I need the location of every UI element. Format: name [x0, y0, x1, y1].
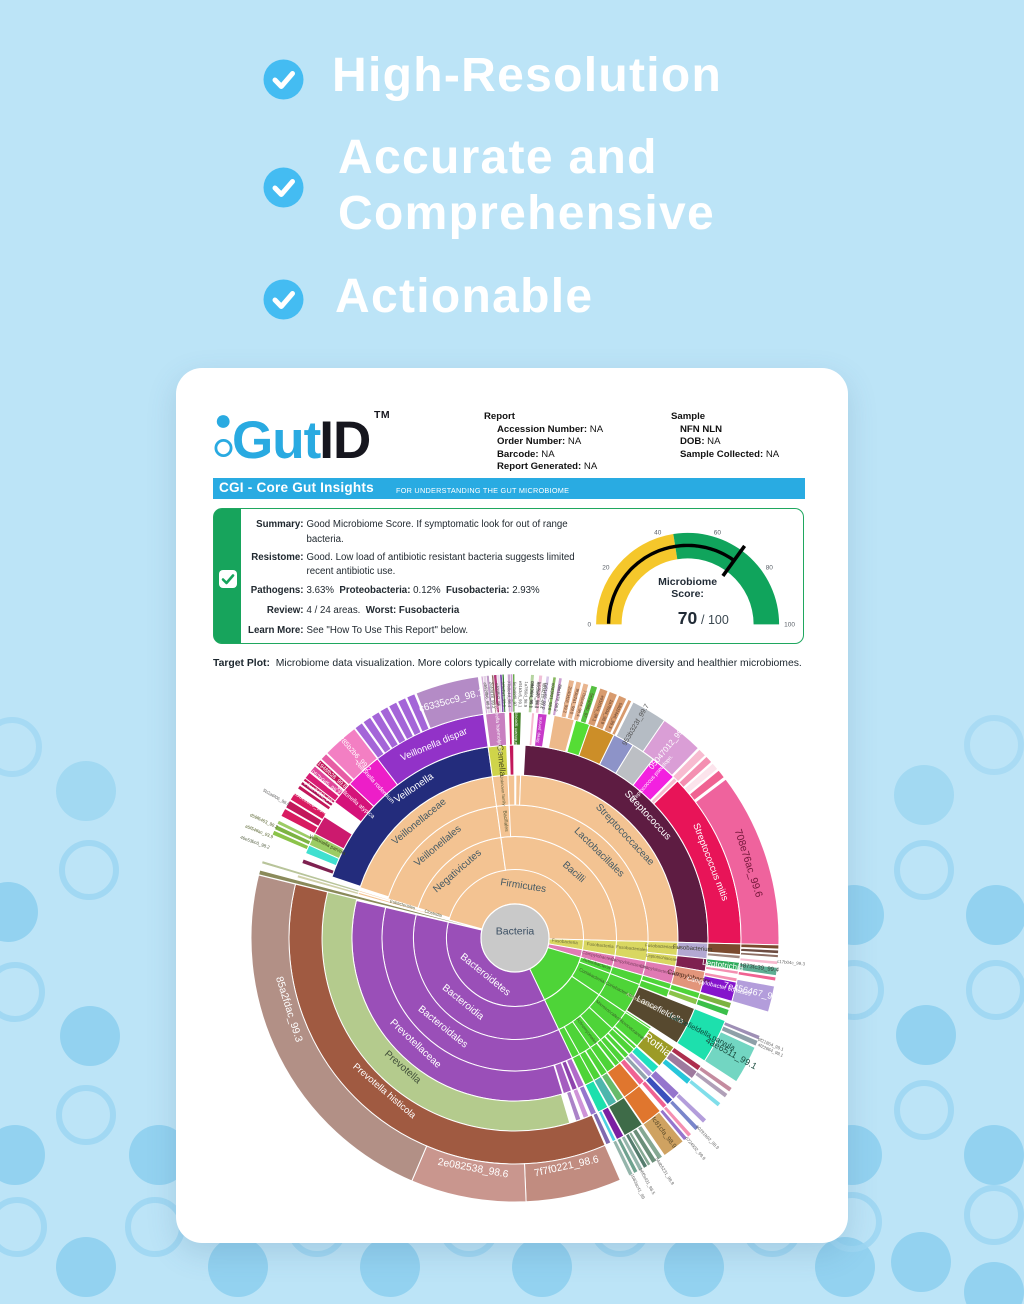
- svg-text:1a7f60d_98.9: 1a7f60d_98.9: [523, 681, 529, 707]
- svg-text:Clostridia: Clostridia: [424, 908, 443, 918]
- svg-text:77b0c4d_98.4: 77b0c4d_98.4: [506, 681, 512, 708]
- svg-text:Bacteria: Bacteria: [496, 926, 535, 938]
- svg-text:0d436f4_99.1: 0d436f4_99.1: [528, 681, 535, 708]
- svg-text:Gemella: Gemella: [495, 744, 508, 777]
- svg-text:5b2a6f06_98.5: 5b2a6f06_98.5: [262, 788, 291, 808]
- svg-text:0724932_99.9: 0724932_99.9: [684, 1136, 707, 1162]
- svg-text:88e1b72_98.2: 88e1b72_98.2: [553, 684, 563, 713]
- svg-text:100: 100: [784, 621, 795, 628]
- svg-text:Gemella haemolysans: Gemella haemolysans: [493, 704, 503, 754]
- svg-text:9f3e2a1_99.0: 9f3e2a1_99.0: [569, 688, 580, 715]
- svg-text:Fusobacteriaceae: Fusobacteriaceae: [645, 943, 682, 950]
- svg-text:Unknown family: Unknown family: [499, 775, 507, 807]
- svg-text:0: 0: [587, 621, 591, 628]
- svg-text:40c3a97_98.0: 40c3a97_98.0: [534, 682, 541, 710]
- svg-text:e0d3b21_98.6: e0d3b21_98.6: [547, 683, 556, 712]
- svg-text:Score:: Score:: [671, 588, 704, 600]
- svg-text:Bacillales: Bacillales: [501, 810, 509, 832]
- svg-text:2c40d18_99.2: 2c40d18_99.2: [489, 682, 497, 710]
- svg-text:Fusobacteriia: Fusobacteriia: [587, 941, 615, 949]
- svg-text:60: 60: [714, 530, 722, 537]
- svg-text:Fusobacterium: Fusobacterium: [673, 945, 713, 954]
- svg-text:b0291b92_98.9: b0291b92_98.9: [695, 1124, 721, 1150]
- svg-text:Strep. peroris: Strep. peroris: [535, 717, 543, 743]
- svg-text:20: 20: [602, 565, 610, 572]
- svg-text:e91b3c5_99.1: e91b3c5_99.1: [518, 681, 523, 708]
- svg-text:c17b04c_99.3: c17b04c_99.3: [777, 959, 806, 967]
- svg-text:Eubacteriales: Eubacteriales: [389, 898, 415, 910]
- svg-text:unknown species: unknown species: [513, 712, 518, 745]
- svg-text:9f3e2a1_99.0: 9f3e2a1_99.0: [500, 681, 506, 708]
- svg-text:ab52ffb6_98.8: ab52ffb6_98.8: [483, 682, 491, 710]
- svg-text:1873fc39_99.4: 1873fc39_99.4: [739, 963, 780, 974]
- svg-text:GutID: GutID: [232, 411, 370, 466]
- svg-text:b44fe20_98.3: b44fe20_98.3: [535, 682, 542, 709]
- svg-text:Leptotrichiaceae: Leptotrichiaceae: [646, 953, 679, 962]
- svg-text:54ab5231_98.9: 54ab5231_98.9: [654, 1157, 675, 1187]
- svg-text:c401ffd2_96: c401ffd2_96: [495, 683, 502, 707]
- svg-text:Fusobacteriales: Fusobacteriales: [616, 944, 649, 952]
- svg-text:80: 80: [766, 565, 774, 572]
- svg-text:Fusobacteria: Fusobacteria: [552, 938, 579, 946]
- svg-text:b8d24e6_99.3: b8d24e6_99.3: [528, 681, 535, 709]
- svg-text:2c40d18_99.2: 2c40d18_99.2: [562, 686, 573, 714]
- svg-text:7a91c55_99.0: 7a91c55_99.0: [541, 682, 549, 710]
- svg-text:5e2a88f0_97: 5e2a88f0_97: [512, 682, 517, 707]
- svg-text:40: 40: [654, 530, 662, 537]
- svg-text:f60d215_99.4: f60d215_99.4: [539, 683, 547, 710]
- svg-text:Microbiome: Microbiome: [658, 576, 717, 588]
- svg-text:TM: TM: [374, 409, 390, 421]
- svg-text:/ 100: / 100: [701, 613, 729, 627]
- svg-text:70: 70: [678, 608, 698, 628]
